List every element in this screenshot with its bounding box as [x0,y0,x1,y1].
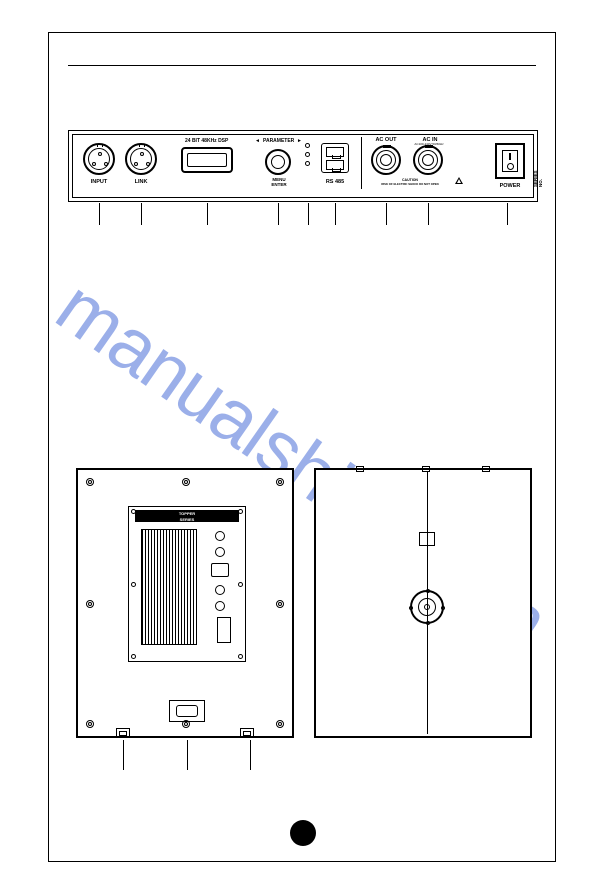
param-right-arrow: ► [297,138,302,144]
ac-out-connector [371,145,401,175]
link-label: LINK [125,179,157,185]
xlr-input-connector [83,143,115,175]
heatsink [141,529,197,645]
page-number-dot [290,820,316,846]
input-label: INPUT [83,179,115,185]
menu-enter-label: MENUENTER [267,178,291,188]
power-label: POWER [495,183,525,189]
status-leds [305,143,313,170]
ac-out-label: AC OUT [369,137,403,143]
xlr-link-connector [125,143,157,175]
speaker-top-view [314,468,532,738]
parameter-knob [265,149,291,175]
header-rule [68,65,536,66]
top-plate [419,532,435,546]
carry-handle [169,700,205,722]
panel-divider [361,137,362,189]
rs485-ports [321,143,349,173]
caution-label: CAUTION RISK OF ELECTRIC SHOCK DO NOT OP… [367,179,453,187]
rs485-label: RS 485 [321,179,349,185]
speaker-rear-view: TOPPERSERIES [76,468,294,738]
parameter-label: PARAMETER [263,138,294,144]
power-switch [495,143,525,179]
ac-in-connector [413,145,443,175]
amplifier-panel: INPUT LINK 24 BIT 48KHz DSP ◄ PARAMETER … [68,130,538,202]
amp-module: TOPPERSERIES [128,506,246,662]
lcd-display [181,147,233,173]
param-left-arrow: ◄ [255,138,260,144]
warning-icon [455,177,463,184]
series-no-label: SERIES NO. [533,170,543,187]
dsp-label: 24 BIT 48KHz DSP [185,138,228,144]
pole-mount-socket [410,590,444,624]
